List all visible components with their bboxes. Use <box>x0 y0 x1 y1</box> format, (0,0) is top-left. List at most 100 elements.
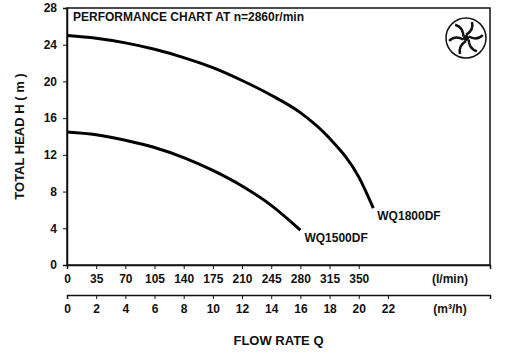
y-axis-tick-label: 8 <box>50 185 57 199</box>
x2-axis-tick: 245 <box>262 265 282 286</box>
x-axis-tick-label: 10 <box>207 302 221 316</box>
x-axis-tick-mark <box>300 295 301 299</box>
x-axis-tick-mark <box>242 295 243 299</box>
x-axis: 0 2 4 6 8 10 12 14 16 18 20 22 <box>64 295 490 316</box>
y-axis-tick-mark <box>63 118 67 119</box>
impeller-blade <box>469 30 483 42</box>
y-axis-tick: 12 <box>44 148 67 162</box>
x-axis-tick-mark <box>330 295 331 299</box>
x2-axis-tick-mark <box>96 265 97 269</box>
x2-axis: 0 35 70 105 140 175 210 245 280 315 350 <box>64 265 490 286</box>
x2-axis-tick-label: 175 <box>203 272 223 286</box>
chart-svg: 0481216202428035701051401752102452803153… <box>0 0 508 360</box>
series-label: WQ1500DF <box>304 231 367 245</box>
series-line <box>67 132 300 230</box>
x2-axis-tick-label: 315 <box>320 272 340 286</box>
x-axis-tick-mark <box>155 295 156 299</box>
y-axis-title: TOTAL HEAD H ( m ) <box>12 73 27 199</box>
impeller-blade <box>460 41 466 54</box>
impeller-ring <box>446 18 486 58</box>
y-axis-tick-mark <box>63 45 67 46</box>
x2-axis-tick-mark <box>330 265 331 269</box>
x2-axis-tick: 0 <box>64 265 71 286</box>
x-axis-tick-mark <box>388 295 389 299</box>
y-axis-tick-mark <box>63 8 67 9</box>
impeller-blade <box>465 40 479 52</box>
x2-axis-tick: 35 <box>90 265 104 286</box>
y-axis-tick-label: 24 <box>44 38 58 52</box>
x-axis-tick-mark <box>184 295 185 299</box>
y-axis-tick: 4 <box>50 222 67 236</box>
x2-axis-tick-label: 245 <box>262 272 282 286</box>
x-axis-tick-label: 18 <box>323 302 337 316</box>
x2-axis-tick: 350 <box>349 265 369 286</box>
y-axis-tick-label: 0 <box>50 258 57 272</box>
x-axis-tick-mark <box>271 295 272 299</box>
x2-axis-tick-label: 105 <box>145 272 165 286</box>
x-axis-tick-label: 0 <box>64 302 71 316</box>
y-axis-tick: 16 <box>44 111 67 125</box>
x2-axis-tick-mark <box>271 265 272 269</box>
x2-units: (l/min) <box>432 272 468 286</box>
x-axis-tick: 4 <box>123 295 130 316</box>
y-axis-tick: 28 <box>44 1 67 15</box>
x2-axis-tick-label: 140 <box>174 272 194 286</box>
y-axis-tick: 0 <box>50 258 67 272</box>
y-axis-tick-mark <box>63 81 67 82</box>
x-axis-tick-label: 14 <box>265 302 279 316</box>
x-axis-tick-mark <box>213 295 214 299</box>
y-axis: 0 4 8 12 16 20 24 28 <box>44 1 68 272</box>
x-axis-tick-label: 20 <box>353 302 367 316</box>
x-axis-tick: 14 <box>265 295 279 316</box>
x2-axis-tick-mark <box>300 265 301 269</box>
y-axis-tick-mark <box>63 228 67 229</box>
y-axis-line <box>63 9 68 266</box>
impeller-blade <box>452 24 466 36</box>
x2-axis-tick: 280 <box>291 265 311 286</box>
plot-area <box>67 36 373 231</box>
x2-axis-tick-label: 210 <box>233 272 253 286</box>
x2-axis-line <box>68 266 491 270</box>
x-units: (m³/h) <box>433 302 466 316</box>
x-axis-tick: 6 <box>152 295 159 316</box>
impeller-blade <box>449 34 463 46</box>
y-axis-tick-mark <box>63 155 67 156</box>
x2-axis-tick: 105 <box>145 265 165 286</box>
x-axis-tick: 8 <box>181 295 188 316</box>
x-axis-tick: 2 <box>93 295 100 316</box>
x-axis-tick-mark <box>67 295 68 299</box>
x-axis-tick-label: 4 <box>123 302 130 316</box>
y-axis-tick-mark <box>63 192 67 193</box>
chart-container: 0481216202428035701051401752102452803153… <box>0 0 508 360</box>
x2-axis-tick-mark <box>242 265 243 269</box>
x-axis-tick: 22 <box>382 295 396 316</box>
x-axis-tick: 12 <box>236 295 250 316</box>
impeller-blade <box>466 22 472 35</box>
x-axis-tick: 0 <box>64 295 71 316</box>
x-axis-tick: 10 <box>207 295 221 316</box>
x-axis-tick: 18 <box>323 295 337 316</box>
x-axis-tick-mark <box>96 295 97 299</box>
x2-axis-tick: 140 <box>174 265 194 286</box>
x-axis-tick-label: 22 <box>382 302 396 316</box>
x2-axis-tick-label: 0 <box>64 272 71 286</box>
y-axis-tick-label: 20 <box>44 75 58 89</box>
x-axis-tick-mark <box>359 295 360 299</box>
x-axis-tick: 16 <box>294 295 308 316</box>
y-axis-tick-label: 12 <box>44 148 58 162</box>
x2-axis-tick: 70 <box>119 265 133 286</box>
x2-axis-tick-mark <box>213 265 214 269</box>
x2-axis-tick-mark <box>125 265 126 269</box>
plot-frame <box>67 8 490 265</box>
series-label: WQ1800DF <box>377 209 440 223</box>
y-axis-tick-label: 28 <box>44 1 58 15</box>
x-axis-title: FLOW RATE Q <box>233 333 323 348</box>
series-line <box>67 36 373 209</box>
x2-axis-tick-mark <box>359 265 360 269</box>
x2-axis-tick-label: 350 <box>349 272 369 286</box>
y-axis-tick-label: 16 <box>44 111 58 125</box>
x2-axis-tick: 315 <box>320 265 340 286</box>
x-axis-tick-label: 2 <box>93 302 100 316</box>
chart-title: PERFORMANCE CHART AT n=2860r/min <box>73 10 304 24</box>
x-axis-tick-label: 16 <box>294 302 308 316</box>
